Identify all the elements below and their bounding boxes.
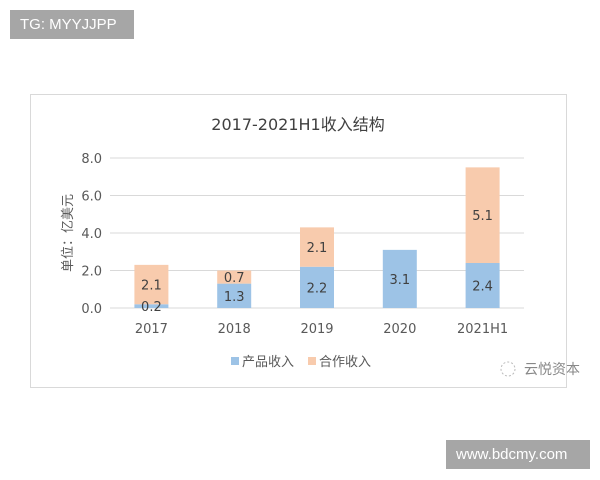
data-label: 2.2 (307, 281, 328, 296)
y-tick-label: 8.0 (81, 152, 102, 167)
legend-label-product: 产品收入 (242, 355, 294, 370)
bar-product (217, 283, 252, 308)
x-tick-label: 2020 (383, 322, 416, 337)
legend-swatch-product (231, 357, 239, 365)
data-label: 5.1 (472, 209, 493, 224)
bar-product (134, 304, 169, 308)
chart-title: 2017-2021H1收入结构 (211, 115, 384, 134)
legend-label-cooperation: 合作收入 (319, 355, 371, 370)
legend-swatch-cooperation (308, 357, 316, 365)
data-label: 2.1 (307, 241, 328, 256)
brand-watermark: 云悦资本 (500, 361, 580, 378)
y-tick-label: 4.0 (81, 227, 102, 242)
data-label: 2.1 (141, 279, 162, 294)
data-label: 3.1 (389, 273, 410, 288)
x-tick-label: 2019 (300, 322, 333, 337)
watermark-bottom-right: www.bdcmy.com (446, 440, 590, 469)
x-tick-label: 2017 (135, 322, 168, 337)
bar-cooperation (217, 270, 252, 284)
bar-product (382, 249, 417, 308)
watermark-top-left: TG: MYYJJPP (10, 10, 134, 39)
x-tick-label: 2018 (218, 322, 251, 337)
y-tick-label: 2.0 (81, 265, 102, 280)
bar-cooperation (300, 227, 334, 267)
data-label: 2.4 (472, 280, 493, 295)
wechat-icon (500, 361, 516, 377)
brand-text: 云悦资本 (524, 362, 580, 378)
y-axis-label: 单位：亿美元 (61, 194, 76, 272)
x-tick-label: 2021H1 (457, 322, 508, 337)
legend: 产品收入 合作收入 (231, 355, 371, 370)
bar-cooperation (465, 167, 500, 263)
y-tick-label: 0.0 (81, 302, 102, 317)
bar-product (465, 263, 500, 308)
y-tick-label: 6.0 (81, 190, 102, 205)
data-label: 0.7 (224, 271, 245, 286)
chart-frame (30, 94, 567, 388)
data-label: 1.3 (224, 290, 245, 305)
bar-product (300, 266, 334, 308)
bar-cooperation (134, 264, 169, 305)
data-label: 0.2 (141, 300, 162, 315)
